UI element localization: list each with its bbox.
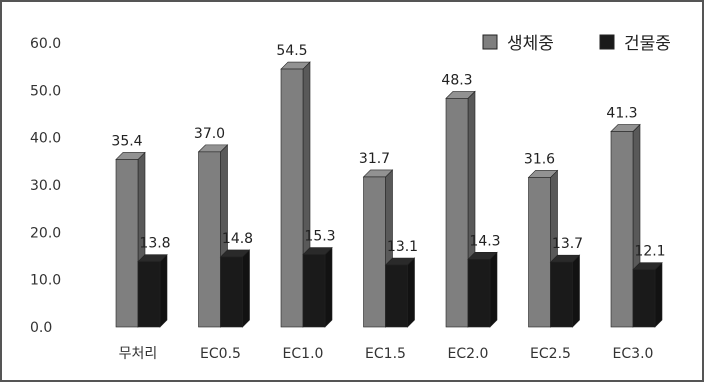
value-label-fresh-weight: 35.4 (111, 133, 142, 149)
value-label-dry-weight: 13.8 (139, 236, 170, 252)
x-tick-label: EC2.0 (448, 346, 489, 362)
y-axis-ticks: 0.0 10.0 20.0 30.0 40.0 50.0 60.0 (30, 36, 61, 336)
bar-side-dry-weight (159, 253, 168, 328)
value-label-fresh-weight: 41.3 (606, 106, 637, 122)
bar-dry-weight (550, 261, 573, 328)
y-tick-label: 50.0 (30, 83, 61, 99)
value-label-fresh-weight: 54.5 (276, 43, 307, 59)
x-tick-label: EC1.0 (283, 346, 324, 362)
bar-side-dry-weight (654, 262, 663, 328)
legend: 생체중 건물중 (482, 34, 671, 54)
bars-group (115, 61, 663, 328)
y-tick-label: 60.0 (30, 36, 61, 52)
bar-fresh-weight (610, 131, 634, 328)
y-tick-label: 30.0 (30, 178, 61, 194)
value-label-fresh-weight: 31.7 (359, 151, 390, 167)
bar-dry-weight (632, 269, 656, 328)
bar-side-dry-weight (242, 249, 250, 328)
bar-side-dry-weight (572, 254, 580, 328)
bar-dry-weight (302, 254, 326, 328)
value-label-dry-weight: 15.3 (304, 229, 335, 245)
bar-dry-weight (220, 256, 243, 328)
bar-side-dry-weight (489, 251, 498, 328)
x-axis-ticks: 무처리 EC0.5 EC1.0 EC1.5 EC2.0 EC2.5 EC3.0 (119, 346, 654, 362)
x-tick-label: 무처리 (119, 346, 158, 362)
bar-fresh-weight (115, 159, 139, 328)
y-tick-label: 20.0 (30, 225, 61, 241)
legend-swatch-dry-weight (599, 34, 615, 50)
bar-dry-weight (137, 261, 161, 328)
bar-fresh-weight (528, 177, 551, 328)
bar-fresh-weight (363, 176, 386, 328)
value-label-dry-weight: 14.3 (469, 233, 500, 249)
value-label-dry-weight: 13.7 (552, 236, 583, 252)
value-labels-group: 35.4 13.8 37.0 14.8 54.5 15.3 31.7 13.1 48.3 14.3… (111, 43, 665, 260)
bar-dry-weight (467, 259, 491, 328)
bar-fresh-weight (280, 68, 304, 328)
value-label-fresh-weight: 31.6 (524, 151, 555, 167)
y-tick-label: 40.0 (30, 131, 61, 147)
x-tick-label: EC2.5 (530, 346, 571, 362)
bar-side-dry-weight (324, 246, 333, 328)
value-label-fresh-weight: 37.0 (194, 126, 225, 142)
bar-fresh-weight (198, 151, 221, 328)
y-tick-label: 10.0 (30, 273, 61, 289)
value-label-dry-weight: 14.8 (222, 231, 253, 247)
legend-label-dry-weight: 건물중 (624, 34, 671, 54)
x-tick-label: EC3.0 (613, 346, 654, 362)
value-label-dry-weight: 12.1 (634, 244, 665, 260)
x-tick-label: EC0.5 (200, 346, 241, 362)
value-label-fresh-weight: 48.3 (441, 72, 472, 88)
value-label-dry-weight: 13.1 (387, 239, 418, 255)
x-tick-label: EC1.5 (365, 346, 406, 362)
y-tick-label: 0.0 (30, 320, 52, 336)
bar-side-dry-weight (407, 257, 415, 328)
bar-dry-weight (385, 264, 408, 328)
legend-swatch-fresh-weight (482, 34, 498, 50)
legend-label-fresh-weight: 생체중 (507, 34, 554, 54)
bar-fresh-weight (445, 98, 469, 328)
